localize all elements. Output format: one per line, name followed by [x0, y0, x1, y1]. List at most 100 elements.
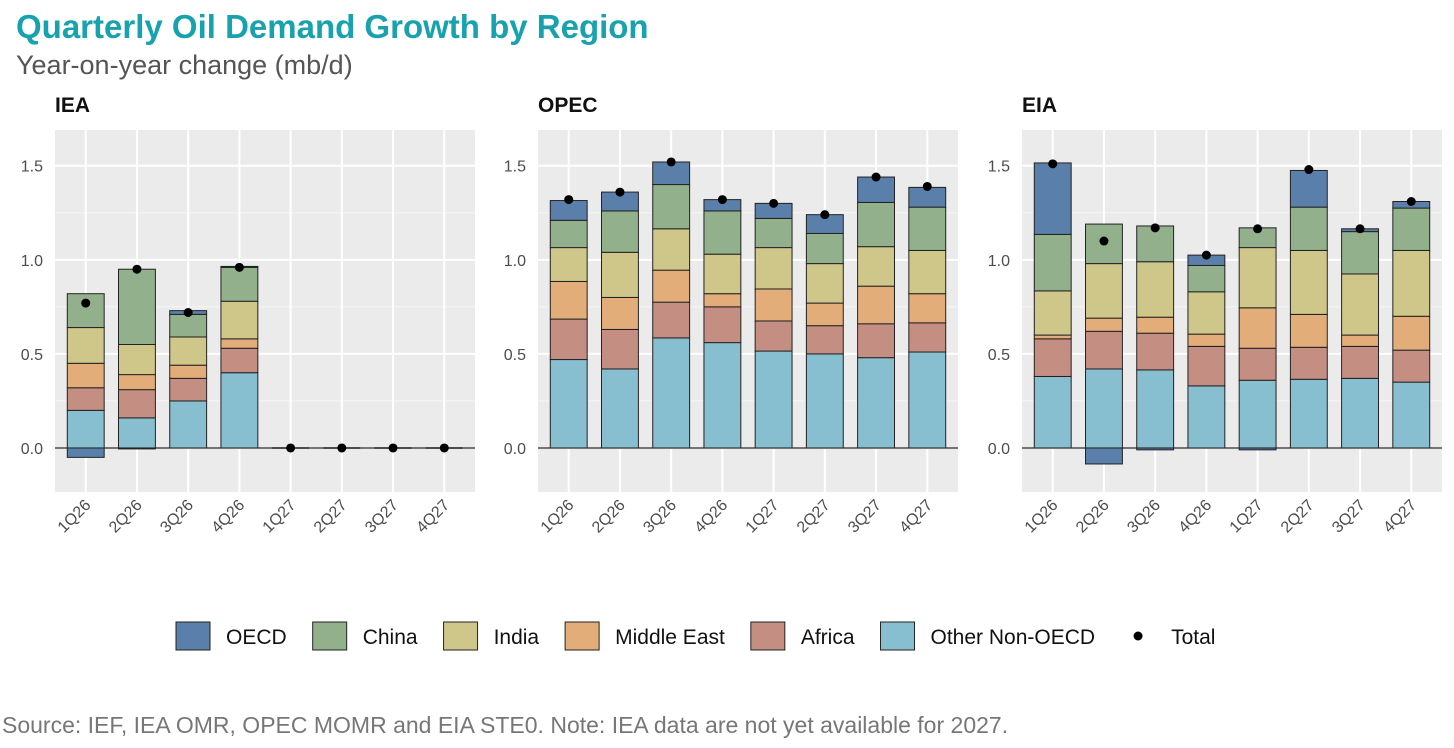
x-tick-label: 3Q27 [845, 497, 885, 537]
bar-india [1392, 249, 1431, 317]
total-point [1048, 159, 1058, 169]
bar-other-non-oecd [652, 337, 691, 449]
bar-china [857, 201, 895, 248]
bar-other-non-oecd [1085, 368, 1123, 449]
total-point [922, 181, 932, 191]
x-tick-label: 1Q27 [260, 497, 300, 537]
bar-other-non-oecd [1289, 378, 1328, 449]
bar-china [652, 184, 691, 230]
x-tick-label: 4Q26 [692, 497, 732, 537]
bar-india [1238, 247, 1277, 309]
panel-background [55, 130, 475, 492]
y-tick-label: 1.5 [21, 159, 43, 176]
y-tick-label: 0.5 [21, 347, 43, 364]
y-tick-label: 0.0 [988, 441, 1010, 458]
bar-india [549, 247, 588, 282]
bar-middle-east [549, 280, 588, 320]
panel-eia: 0.0 0.5 1.0 1.5 1Q26 2Q26 3Q26 4Q26 1Q27 2Q27 3Q27… [988, 94, 1442, 537]
panel-iea: 0.0 0.5 1.0 1.5 1Q26 2Q26 3Q26 4Q26 1Q27 2Q27 3Q27… [21, 94, 475, 537]
bar-india [1341, 273, 1379, 336]
bar-china [549, 219, 588, 249]
bar-middle-east [601, 296, 639, 330]
x-tick-label: 3Q26 [157, 497, 197, 537]
bar-other-non-oecd [220, 372, 259, 449]
bar-oecd [1289, 169, 1328, 208]
panel-opec: 0.0 0.5 1.0 1.5 1Q26 2Q26 3Q26 4Q26 1Q27 2Q27 3Q27… [504, 94, 958, 537]
bar-middle-east [908, 293, 947, 324]
bar-middle-east [1136, 316, 1175, 334]
bar-africa [66, 387, 105, 411]
x-tick-label: 2Q27 [1278, 497, 1318, 537]
legend-label: Africa [801, 626, 855, 649]
total-point [615, 187, 625, 197]
legend-label: Total [1171, 626, 1215, 649]
total-point [1406, 196, 1416, 206]
chart-title: Quarterly Oil Demand Growth by Region [16, 8, 649, 45]
bar-china [1392, 207, 1431, 251]
x-tick-label: 2Q27 [794, 497, 834, 537]
bar-middle-east [805, 302, 844, 327]
bar-india [1136, 261, 1175, 318]
total-point [337, 443, 347, 453]
bar-other-non-oecd [1341, 377, 1379, 449]
bar-other-non-oecd [754, 350, 793, 449]
bar-other-non-oecd [1238, 379, 1277, 449]
bar-china [754, 217, 793, 249]
legend-label: India [494, 626, 540, 649]
bar-other-non-oecd [857, 357, 895, 449]
bar-other-non-oecd [805, 353, 844, 449]
legend: OECD China India Middle East Africa Other Non… [175, 621, 1215, 651]
total-point [820, 210, 830, 220]
x-tick-label: 3Q26 [1124, 497, 1164, 537]
bar-africa [805, 325, 844, 355]
bar-africa [1136, 332, 1175, 371]
bar-china [118, 268, 156, 345]
bar-africa [754, 320, 793, 352]
bar-middle-east [1392, 315, 1431, 351]
bar-china [66, 293, 105, 329]
bar-india [857, 246, 895, 287]
bar-other-non-oecd [118, 417, 156, 449]
bar-other-non-oecd [1136, 369, 1175, 449]
chart-subtitle: Year-on-year change (mb/d) [16, 50, 353, 80]
total-point [1304, 165, 1314, 175]
bar-africa [601, 328, 639, 370]
y-tick-label: 0.5 [504, 347, 526, 364]
y-tick-label: 0.5 [988, 347, 1010, 364]
bar-middle-east [220, 338, 259, 349]
legend-label: Middle East [615, 626, 725, 649]
bar-china [1033, 233, 1072, 292]
total-point [132, 264, 142, 274]
total-point [1355, 224, 1365, 234]
y-tick-label: 0.0 [504, 441, 526, 458]
x-tick-label: 2Q26 [1073, 497, 1113, 537]
bar-india [220, 300, 259, 340]
x-tick-label: 4Q27 [1380, 497, 1420, 537]
bar-middle-east [1289, 313, 1328, 348]
bar-africa [220, 347, 259, 374]
bar-other-non-oecd [1187, 385, 1226, 449]
x-tick-label: 2Q27 [311, 497, 351, 537]
bar-other-non-oecd [1392, 381, 1431, 449]
x-tick-label: 1Q26 [55, 497, 95, 537]
x-tick-label: 4Q27 [896, 497, 936, 537]
y-tick-label: 0.0 [21, 441, 43, 458]
bar-middle-east [1033, 334, 1072, 340]
x-tick-label: 3Q27 [1329, 497, 1369, 537]
x-tick-label: 1Q26 [1022, 497, 1062, 537]
bar-india [908, 249, 947, 295]
bar-oecd [1136, 447, 1175, 451]
total-point [1253, 224, 1263, 234]
bar-middle-east [703, 293, 742, 308]
bar-oecd [66, 447, 105, 458]
bar-africa [703, 306, 742, 344]
bar-india [118, 343, 156, 376]
bar-india [1085, 263, 1123, 319]
bar-africa [1289, 346, 1328, 380]
bar-middle-east [1238, 307, 1277, 349]
bar-india [1187, 291, 1226, 335]
bar-middle-east [1187, 333, 1226, 347]
x-tick-label: 2Q26 [106, 497, 146, 537]
total-point [234, 262, 244, 272]
